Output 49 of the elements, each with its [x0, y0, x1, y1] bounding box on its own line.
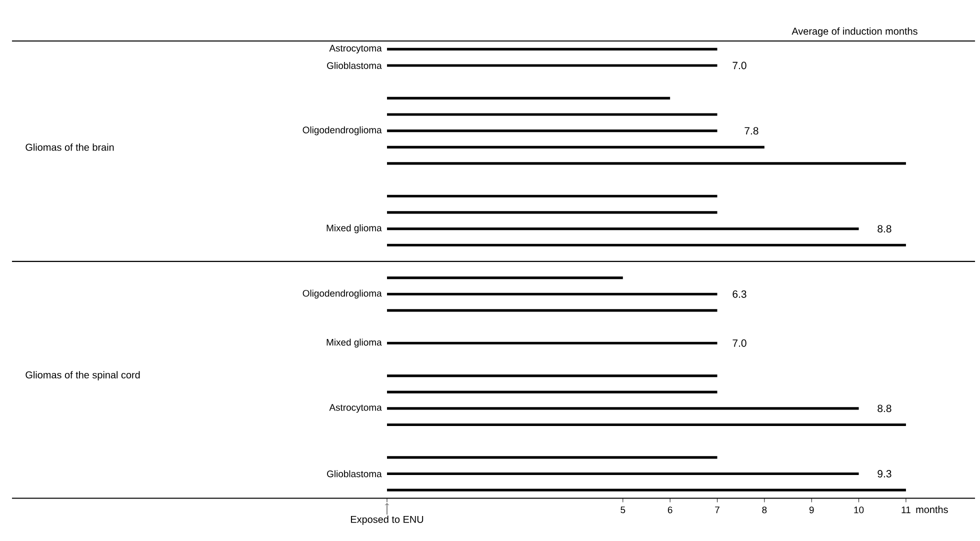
x-tick-label: 10 [854, 506, 864, 514]
y-tick-label: Oligodendroglioma [302, 126, 382, 136]
y-tick-label: Mixed glioma [326, 338, 382, 348]
x-tick-label: 9 [809, 506, 814, 514]
bar [387, 488, 906, 492]
y-tick-label: Oligodendroglioma [302, 290, 382, 299]
text: Average of induction months [792, 27, 918, 37]
bar [387, 374, 718, 378]
y-tick-label: Glioblastoma [327, 62, 382, 69]
y-tick-label: Mixed glioma [326, 224, 382, 234]
annotation: 6.3 [732, 290, 746, 298]
x-tick-label: 11 [902, 506, 910, 514]
bar [387, 407, 859, 410]
y-tick-label: Astrocytoma [329, 404, 382, 413]
x-tick-label: 7 [715, 506, 720, 514]
bar [387, 48, 718, 50]
bar [387, 292, 718, 296]
annotation: 7.0 [732, 339, 746, 347]
bar [387, 228, 859, 230]
bar [387, 96, 670, 100]
text: Gliomas of the brain [26, 143, 114, 151]
bar [387, 309, 718, 312]
annotation: 9.3 [878, 470, 892, 478]
bar [387, 162, 906, 165]
bar [387, 390, 718, 394]
y-tick-label: Astrocytoma [329, 44, 382, 54]
bar [387, 194, 718, 198]
annotation: 8.8 [878, 404, 892, 412]
x-tick-label: 5 [620, 506, 626, 514]
bar [387, 342, 718, 344]
bar [387, 64, 718, 67]
y-tick-label: Glioblastoma [327, 470, 382, 478]
text: Exposed to ENU [350, 516, 424, 525]
annotation: 8.8 [878, 225, 892, 233]
annotation: 7.0 [732, 62, 746, 70]
bar [387, 472, 859, 476]
bar [387, 113, 718, 116]
bar [387, 146, 764, 148]
x-tick-label: 6 [668, 506, 672, 514]
text: Gliomas of the spinal cord [26, 371, 140, 380]
bar [387, 276, 623, 280]
bar [387, 423, 906, 426]
bar [387, 211, 718, 214]
x-axis-title: months [916, 506, 948, 514]
bar [387, 456, 718, 459]
bar [387, 130, 718, 132]
bar [387, 244, 906, 246]
x-tick-label: 8 [762, 506, 767, 514]
annotation: 7.8 [744, 127, 758, 135]
